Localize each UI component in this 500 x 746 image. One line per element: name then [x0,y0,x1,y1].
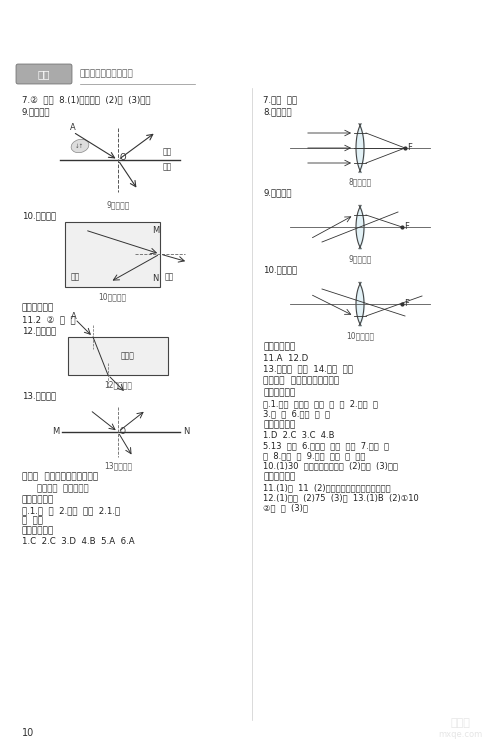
Text: 10.如图所示: 10.如图所示 [22,211,56,220]
Text: 【能力提升】: 【能力提升】 [263,342,295,351]
Text: 玻璃: 玻璃 [71,272,80,281]
Text: 9题答案图: 9题答案图 [348,254,372,263]
Text: 1.D  2.C  3.C  4.B: 1.D 2.C 3.C 4.B [263,431,334,440]
Text: 第五节  科学探究：凸透镜成像: 第五节 科学探究：凸透镜成像 [22,472,98,481]
Text: M: M [52,427,59,436]
Text: 13.如图所示: 13.如图所示 [22,391,56,400]
Text: 玻璃砖: 玻璃砖 [121,351,135,360]
Text: 物理: 物理 [38,69,50,79]
Text: 【基础训练】: 【基础训练】 [22,526,54,535]
Text: ②大  大  (3)上: ②大 大 (3)上 [263,503,308,512]
Bar [65,222,160,287]
Text: N: N [183,427,190,436]
Text: 1.C  2.C  3.D  4.B  5.A  6.A: 1.C 2.C 3.D 4.B 5.A 6.A [22,537,134,546]
Text: 9题答案图: 9题答案图 [106,200,130,209]
Text: M: M [152,226,159,235]
Bar [68,337,168,375]
Text: 【能力提升】: 【能力提升】 [263,472,295,481]
Text: 10题答案图: 10题答案图 [346,331,374,340]
Text: 12题答案图: 12题答案图 [104,380,132,389]
Text: 新课程实践与探究丛书: 新课程实践与探究丛书 [80,69,134,78]
FancyBboxPatch shape [16,64,72,84]
Text: 【知识要点】: 【知识要点】 [22,495,54,504]
Text: 11.A  12.D: 11.A 12.D [263,354,308,363]
Text: 一.1.厚  薄  2.会聚  发散  2.1.焦: 一.1.厚 薄 2.会聚 发散 2.1.焦 [22,506,120,515]
Text: N: N [152,274,158,283]
Text: A: A [70,123,76,132]
Text: F: F [407,143,412,152]
Text: O: O [120,427,126,436]
Text: 空气: 空气 [163,147,172,156]
Text: 10题答案图: 10题答案图 [98,292,126,301]
Text: ↓↑: ↓↑ [76,143,84,148]
Text: 答案圈: 答案圈 [450,718,470,728]
Text: 暗  8.烛焰  左  9.高度  两倒  实  侧立: 暗 8.烛焰 左 9.高度 两倒 实 侧立 [263,451,366,460]
Text: O: O [120,153,126,162]
Text: 【能力提升】: 【能力提升】 [22,303,54,312]
Text: 8题答案图: 8题答案图 [348,177,372,186]
Text: 13题答案图: 13题答案图 [104,461,132,470]
Text: 10: 10 [22,728,34,738]
Text: 9.如图所示: 9.如图所示 [22,107,50,116]
Text: mxqe.com: mxqe.com [438,730,482,739]
Text: 第二课时  探究凸透镜成像规律: 第二课时 探究凸透镜成像规律 [263,376,339,385]
Text: 8.如图所示: 8.如图所示 [263,107,292,116]
Text: F: F [404,299,409,308]
Text: 7.会聚  错误: 7.会聚 错误 [263,95,297,104]
Text: 12.如图所示: 12.如图所示 [22,326,56,335]
Ellipse shape [71,140,89,153]
Text: F: F [404,222,409,231]
Text: 10.如图所示: 10.如图所示 [263,265,297,274]
Text: 10.(1)30  正立、放大的虚像  (2)近离  (3)不能: 10.(1)30 正立、放大的虚像 (2)近离 (3)不能 [263,461,398,470]
Text: 玻璃: 玻璃 [163,162,172,171]
Text: 【基础训练】: 【基础训练】 [263,420,295,429]
Text: 第一课时  认识凸透镜: 第一课时 认识凸透镜 [37,484,88,493]
Text: 11.(1)右  11  (2)增加物体的高度，使像更清晰: 11.(1)右 11 (2)增加物体的高度，使像更清晰 [263,483,390,492]
Text: 13.凸透镜  会聚  14.平面  凸透: 13.凸透镜 会聚 14.平面 凸透 [263,364,353,373]
Text: A: A [71,312,77,321]
Text: 7.②  折射  8.(1)直线传播  (2)浅  (3)反射: 7.② 折射 8.(1)直线传播 (2)浅 (3)反射 [22,95,150,104]
Text: 11.2  ②  上  大: 11.2 ② 上 大 [22,315,76,324]
Text: 9.如图所示: 9.如图所示 [263,188,292,197]
Text: 【知识要点】: 【知识要点】 [263,388,295,397]
Text: 5.13  缩小  6.主光轴  清晰  放大  7.不会  变: 5.13 缩小 6.主光轴 清晰 放大 7.不会 变 [263,441,389,450]
Text: 12.(1)放大  (2)75  (3)右  13.(1)B  (2)①10: 12.(1)放大 (2)75 (3)右 13.(1)B (2)①10 [263,493,419,502]
Text: 空气: 空气 [165,272,174,281]
Text: 3.物  像  6.变小  小  小: 3.物 像 6.变小 小 小 [263,409,330,418]
Text: 一.1.蜡烛  凸透镜  光屏  实  虚  2.轻轻  上: 一.1.蜡烛 凸透镜 光屏 实 虚 2.轻轻 上 [263,399,378,408]
Text: 点  焦距: 点 焦距 [22,516,43,525]
